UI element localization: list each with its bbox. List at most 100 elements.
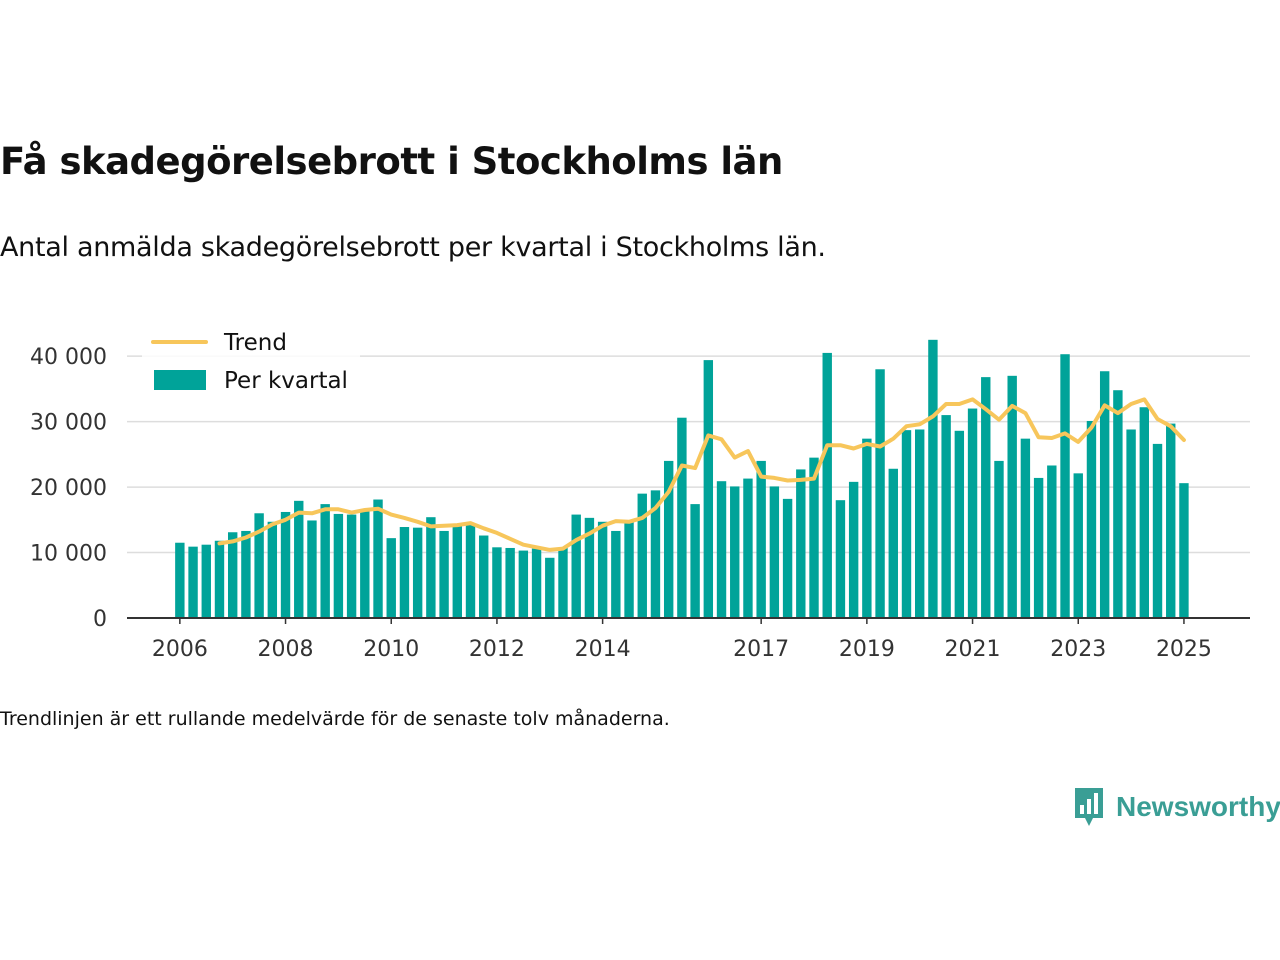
bar [492, 547, 502, 618]
newsworthy-logo-icon [1075, 788, 1103, 826]
bar [175, 542, 185, 618]
bar [1047, 465, 1057, 618]
bar [928, 339, 938, 618]
bar [241, 530, 251, 618]
bar [650, 490, 661, 618]
bar [716, 481, 727, 618]
y-tick-label: 40 000 [30, 345, 107, 370]
x-tick-label: 2025 [1156, 637, 1212, 662]
legend-bar-label: Per kvartal [224, 368, 348, 394]
bar [254, 513, 264, 618]
legend-bar-swatch [154, 370, 206, 390]
bar [1166, 423, 1176, 618]
bar [848, 481, 859, 618]
bar [782, 498, 793, 618]
bar [663, 460, 674, 618]
bar [412, 527, 423, 618]
bar [373, 499, 383, 618]
legend: Trend Per kvartal [142, 328, 360, 396]
x-axis-ticks: 2006 2008 2010 2012 2014 2017 2019 2021 2023 2025 [152, 618, 1212, 662]
x-tick-label: 2014 [575, 637, 631, 662]
bar [624, 522, 634, 618]
bar [531, 548, 542, 618]
bar [967, 408, 978, 618]
x-tick-label: 2017 [733, 637, 789, 662]
bar [214, 540, 225, 618]
bar [201, 544, 211, 618]
bar [730, 486, 740, 618]
bar [1086, 420, 1097, 618]
bar [809, 457, 819, 618]
bar [479, 535, 489, 618]
bar [690, 504, 700, 618]
x-tick-label: 2021 [945, 637, 1001, 662]
y-axis-ticks: 0 10 000 20 000 30 000 40 000 [30, 345, 107, 632]
bar [360, 510, 370, 618]
bar [505, 547, 515, 618]
bar [1073, 473, 1083, 618]
bar [835, 500, 846, 618]
bar [677, 417, 687, 618]
bar [1020, 438, 1031, 618]
bar [280, 511, 291, 618]
bar [188, 546, 198, 618]
bar [267, 521, 278, 618]
bar [1033, 477, 1044, 618]
y-tick-label: 10 000 [30, 542, 107, 567]
footnote: Trendlinjen är ett rullande medelvärde f… [0, 708, 670, 730]
trend-line [217, 397, 1186, 552]
bar [611, 530, 621, 618]
bar [558, 547, 568, 618]
bar [994, 460, 1004, 618]
x-tick-label: 2012 [469, 637, 525, 662]
bar [320, 504, 330, 618]
bar [399, 527, 410, 618]
bar-series [175, 339, 1189, 618]
bar [822, 352, 832, 618]
bar [307, 520, 317, 618]
bar [915, 429, 925, 618]
bar [1007, 375, 1017, 618]
bar [981, 377, 991, 618]
bar [439, 530, 449, 618]
bar [1152, 443, 1163, 618]
brand-name: Newsworthy [1116, 791, 1280, 822]
bar [1099, 371, 1110, 618]
bar [1179, 483, 1189, 618]
bar [584, 517, 595, 618]
bar [703, 360, 714, 618]
legend-trend-label: Trend [223, 330, 287, 356]
bar [862, 438, 872, 618]
y-tick-label: 20 000 [30, 476, 107, 501]
x-tick-label: 2019 [839, 637, 895, 662]
chart-subtitle: Antal anmälda skadegörelsebrott per kvar… [0, 232, 826, 263]
bar [756, 460, 766, 618]
x-tick-label: 2006 [152, 637, 208, 662]
y-tick-label: 30 000 [30, 411, 107, 436]
bar [333, 513, 344, 618]
bar [941, 415, 951, 618]
bar [465, 524, 476, 618]
chart-title: Få skadegörelsebrott i Stockholms län [0, 140, 783, 183]
bar [386, 538, 396, 618]
bar [796, 469, 806, 618]
brand-logo[interactable]: Newsworthy [1072, 785, 1280, 829]
y-tick-label: 0 [93, 607, 107, 632]
bar [769, 486, 780, 618]
bar [1060, 354, 1070, 618]
chart: 2006 2008 2010 2012 2014 2017 2019 2021 2023 2025… [30, 328, 1250, 662]
bar [875, 369, 885, 618]
bar [1126, 429, 1136, 618]
x-tick-label: 2008 [258, 637, 314, 662]
bar [901, 430, 912, 618]
bar [597, 521, 608, 618]
bar [346, 514, 357, 618]
bar [1113, 390, 1123, 618]
bar [426, 517, 436, 618]
bar [452, 524, 462, 618]
bar [571, 514, 581, 618]
bar [954, 430, 965, 618]
bar [743, 478, 753, 618]
bar [637, 493, 647, 618]
bar [1139, 407, 1150, 618]
